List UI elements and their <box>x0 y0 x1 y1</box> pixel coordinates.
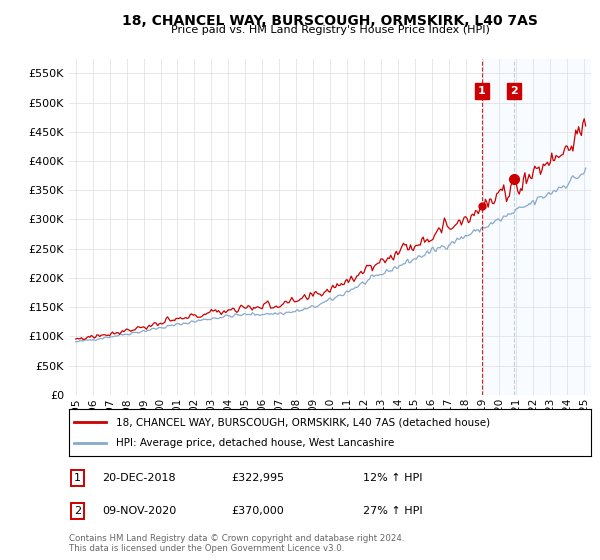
Bar <box>482 59 591 395</box>
Text: HPI: Average price, detached house, West Lancashire: HPI: Average price, detached house, West… <box>116 438 394 448</box>
Text: Contains HM Land Registry data © Crown copyright and database right 2024.
This d: Contains HM Land Registry data © Crown c… <box>69 534 404 553</box>
Text: 20-DEC-2018: 20-DEC-2018 <box>102 473 176 483</box>
Text: 18, CHANCEL WAY, BURSCOUGH, ORMSKIRK, L40 7AS (detached house): 18, CHANCEL WAY, BURSCOUGH, ORMSKIRK, L4… <box>116 417 490 427</box>
Text: 27% ↑ HPI: 27% ↑ HPI <box>363 506 422 516</box>
Text: Price paid vs. HM Land Registry's House Price Index (HPI): Price paid vs. HM Land Registry's House … <box>170 25 490 35</box>
Text: 1: 1 <box>478 86 486 96</box>
Text: 1: 1 <box>74 473 81 483</box>
Text: 18, CHANCEL WAY, BURSCOUGH, ORMSKIRK, L40 7AS: 18, CHANCEL WAY, BURSCOUGH, ORMSKIRK, L4… <box>122 14 538 28</box>
Text: £370,000: £370,000 <box>231 506 284 516</box>
Text: 12% ↑ HPI: 12% ↑ HPI <box>363 473 422 483</box>
Text: £322,995: £322,995 <box>231 473 284 483</box>
Text: 2: 2 <box>74 506 81 516</box>
Text: 2: 2 <box>510 86 518 96</box>
Text: 09-NOV-2020: 09-NOV-2020 <box>102 506 176 516</box>
